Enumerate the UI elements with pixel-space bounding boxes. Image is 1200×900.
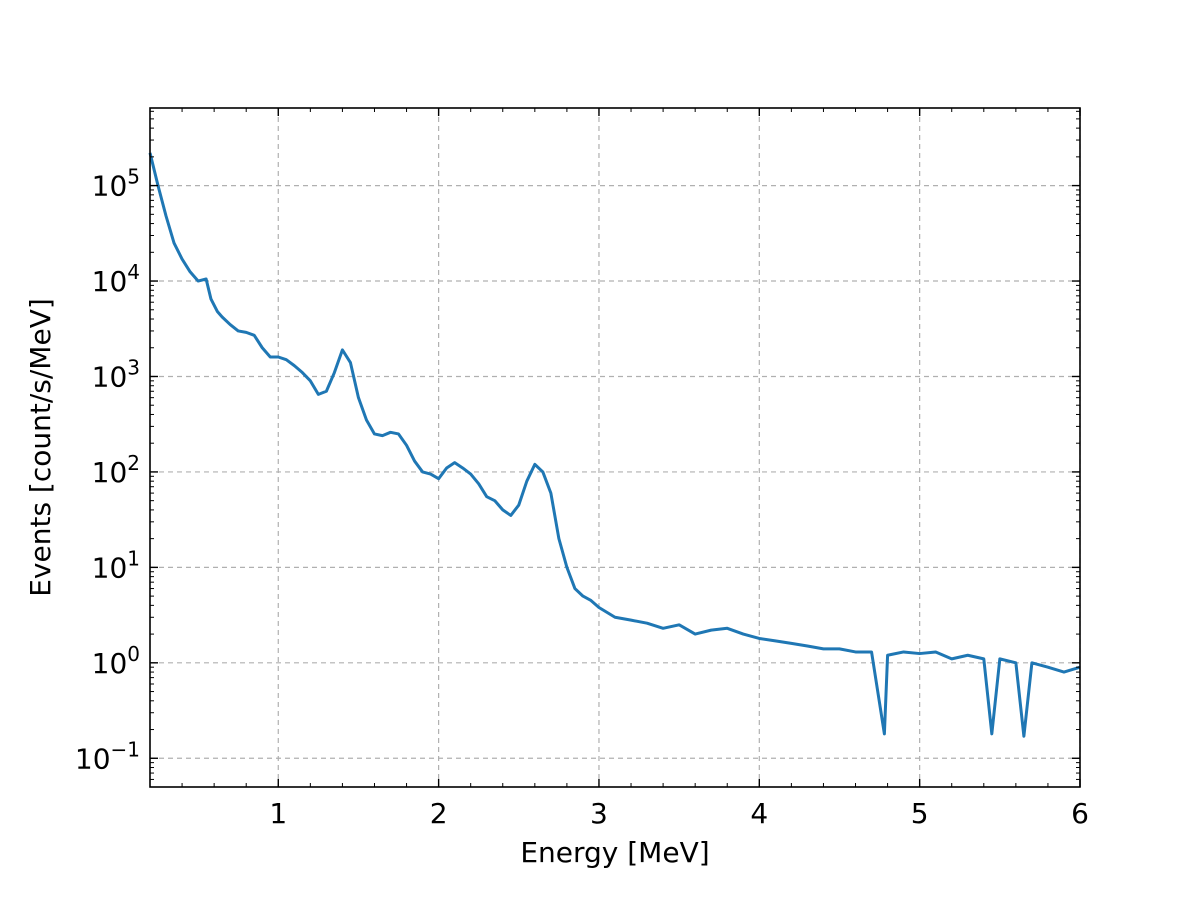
y-tick-label: 103 (92, 355, 140, 393)
y-tick-label: 100 (92, 642, 140, 680)
x-tick-label: 6 (1071, 797, 1089, 830)
x-tick-label: 2 (430, 797, 448, 830)
x-tick-label: 1 (269, 797, 287, 830)
y-tick-label: 10−1 (75, 737, 140, 775)
series-layer (148, 152, 1081, 738)
x-tick-label: 5 (911, 797, 929, 830)
y-tick-label: 105 (92, 165, 140, 203)
y-tick-label: 102 (92, 451, 140, 489)
x-axis-label: Energy [MeV] (520, 836, 709, 869)
series-line-1 (148, 152, 1081, 738)
y-tick-label: 101 (92, 546, 140, 584)
grid (150, 108, 1081, 787)
x-tick-label: 3 (590, 797, 608, 830)
y-tick-label: 104 (92, 260, 140, 298)
ticks (149, 108, 1081, 788)
plot-frame (149, 107, 1081, 788)
x-tick-label: 4 (750, 797, 768, 830)
tick-labels: 1 2 3 4 5 6 10−1 100 101 102 103 104 105 (75, 165, 1089, 830)
y-axis-label: Events [count/s/MeV] (24, 298, 57, 597)
